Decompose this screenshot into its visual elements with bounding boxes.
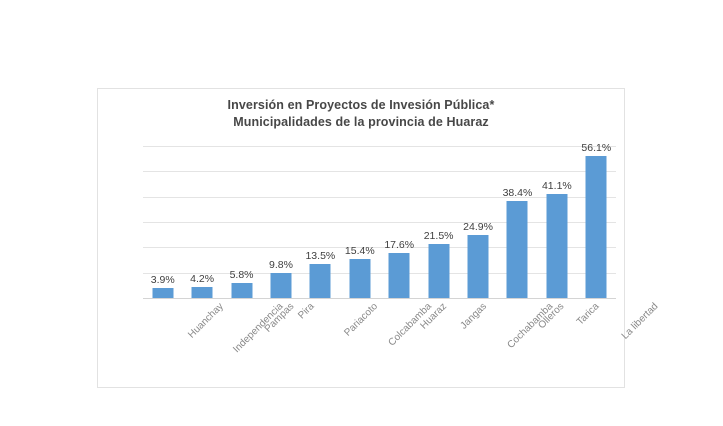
- gridline: [143, 272, 616, 274]
- bar-value-label: 15.4%: [344, 245, 375, 257]
- bar-slot: 9.8%: [261, 146, 300, 298]
- bar[interactable]: [546, 193, 568, 298]
- gridline: [143, 196, 616, 198]
- bar[interactable]: [585, 155, 607, 298]
- plot-area: 3.9% 4.2% 5.8% 9.8% 13.5% 15.4% 17.6% 21.5% 24.9…: [143, 142, 616, 299]
- x-axis-label: Pariacoto: [342, 301, 381, 339]
- bar[interactable]: [152, 288, 174, 298]
- bar[interactable]: [270, 273, 292, 298]
- bar[interactable]: [467, 234, 489, 298]
- bar-value-label: 4.2%: [190, 273, 215, 286]
- bar[interactable]: [309, 263, 331, 298]
- bar-value-label: 41.1%: [541, 179, 572, 192]
- bar-slot: 24.9%: [458, 146, 497, 298]
- bar-slot: 4.2%: [182, 146, 221, 298]
- bar-slot: 17.6%: [380, 146, 419, 298]
- gridline: [143, 171, 616, 173]
- chart-title-line-1: Inversión en Proyectos de Invesión Públi…: [227, 98, 495, 112]
- x-axis-label: Jangas: [458, 301, 489, 332]
- bar-slot: 3.9%: [143, 146, 182, 298]
- bar-value-label: 17.6%: [384, 239, 415, 252]
- bar[interactable]: [428, 243, 450, 298]
- bar-value-label: 24.9%: [463, 220, 493, 233]
- chart-title: Inversión en Proyectos de Invesión Públi…: [98, 97, 624, 131]
- bar-series: 3.9% 4.2% 5.8% 9.8% 13.5% 15.4% 17.6% 21.5% 24.9…: [143, 142, 616, 298]
- bar-value-label: 21.5%: [423, 229, 454, 242]
- bar[interactable]: [388, 253, 410, 298]
- bar-slot: 13.5%: [301, 146, 340, 298]
- bar[interactable]: [231, 283, 253, 298]
- bar[interactable]: [349, 259, 371, 298]
- chart-title-line-2: Municipalidades de la provincia de Huara…: [233, 115, 489, 129]
- x-axis-label: La libertad: [619, 301, 661, 342]
- x-axis-label: Tarica: [574, 301, 602, 328]
- bar-value-label: 3.9%: [150, 274, 175, 287]
- x-axis-label: Huanchay: [185, 301, 226, 341]
- bar-slot: 15.4%: [340, 146, 379, 298]
- bar-slot: 21.5%: [419, 146, 458, 298]
- x-axis-label: Independencia: [231, 301, 286, 356]
- chart-container: Inversión en Proyectos de Invesión Públi…: [97, 88, 661, 388]
- axis-baseline: [143, 298, 616, 299]
- x-axis-label: Pira: [296, 301, 317, 322]
- gridline: [143, 146, 616, 147]
- bar[interactable]: [506, 200, 528, 298]
- gridline: [143, 222, 616, 223]
- x-axis-labels: Huanchay Independencia Pampas Pira Pariacoto…: [143, 301, 661, 381]
- bar[interactable]: [191, 287, 213, 298]
- bar-slot: 56.1%: [577, 142, 616, 298]
- bar-value-label: 9.8%: [268, 259, 293, 272]
- bar-value-label: 13.5%: [305, 249, 336, 262]
- bar-value-label: 38.4%: [502, 186, 533, 199]
- bar-slot: 5.8%: [222, 146, 261, 298]
- bar-slot: 41.1%: [537, 146, 576, 298]
- bar-value-label: 56.1%: [581, 141, 612, 154]
- gridline: [143, 247, 616, 249]
- bar-slot: 38.4%: [498, 146, 537, 298]
- bar-value-label: 5.8%: [229, 269, 254, 282]
